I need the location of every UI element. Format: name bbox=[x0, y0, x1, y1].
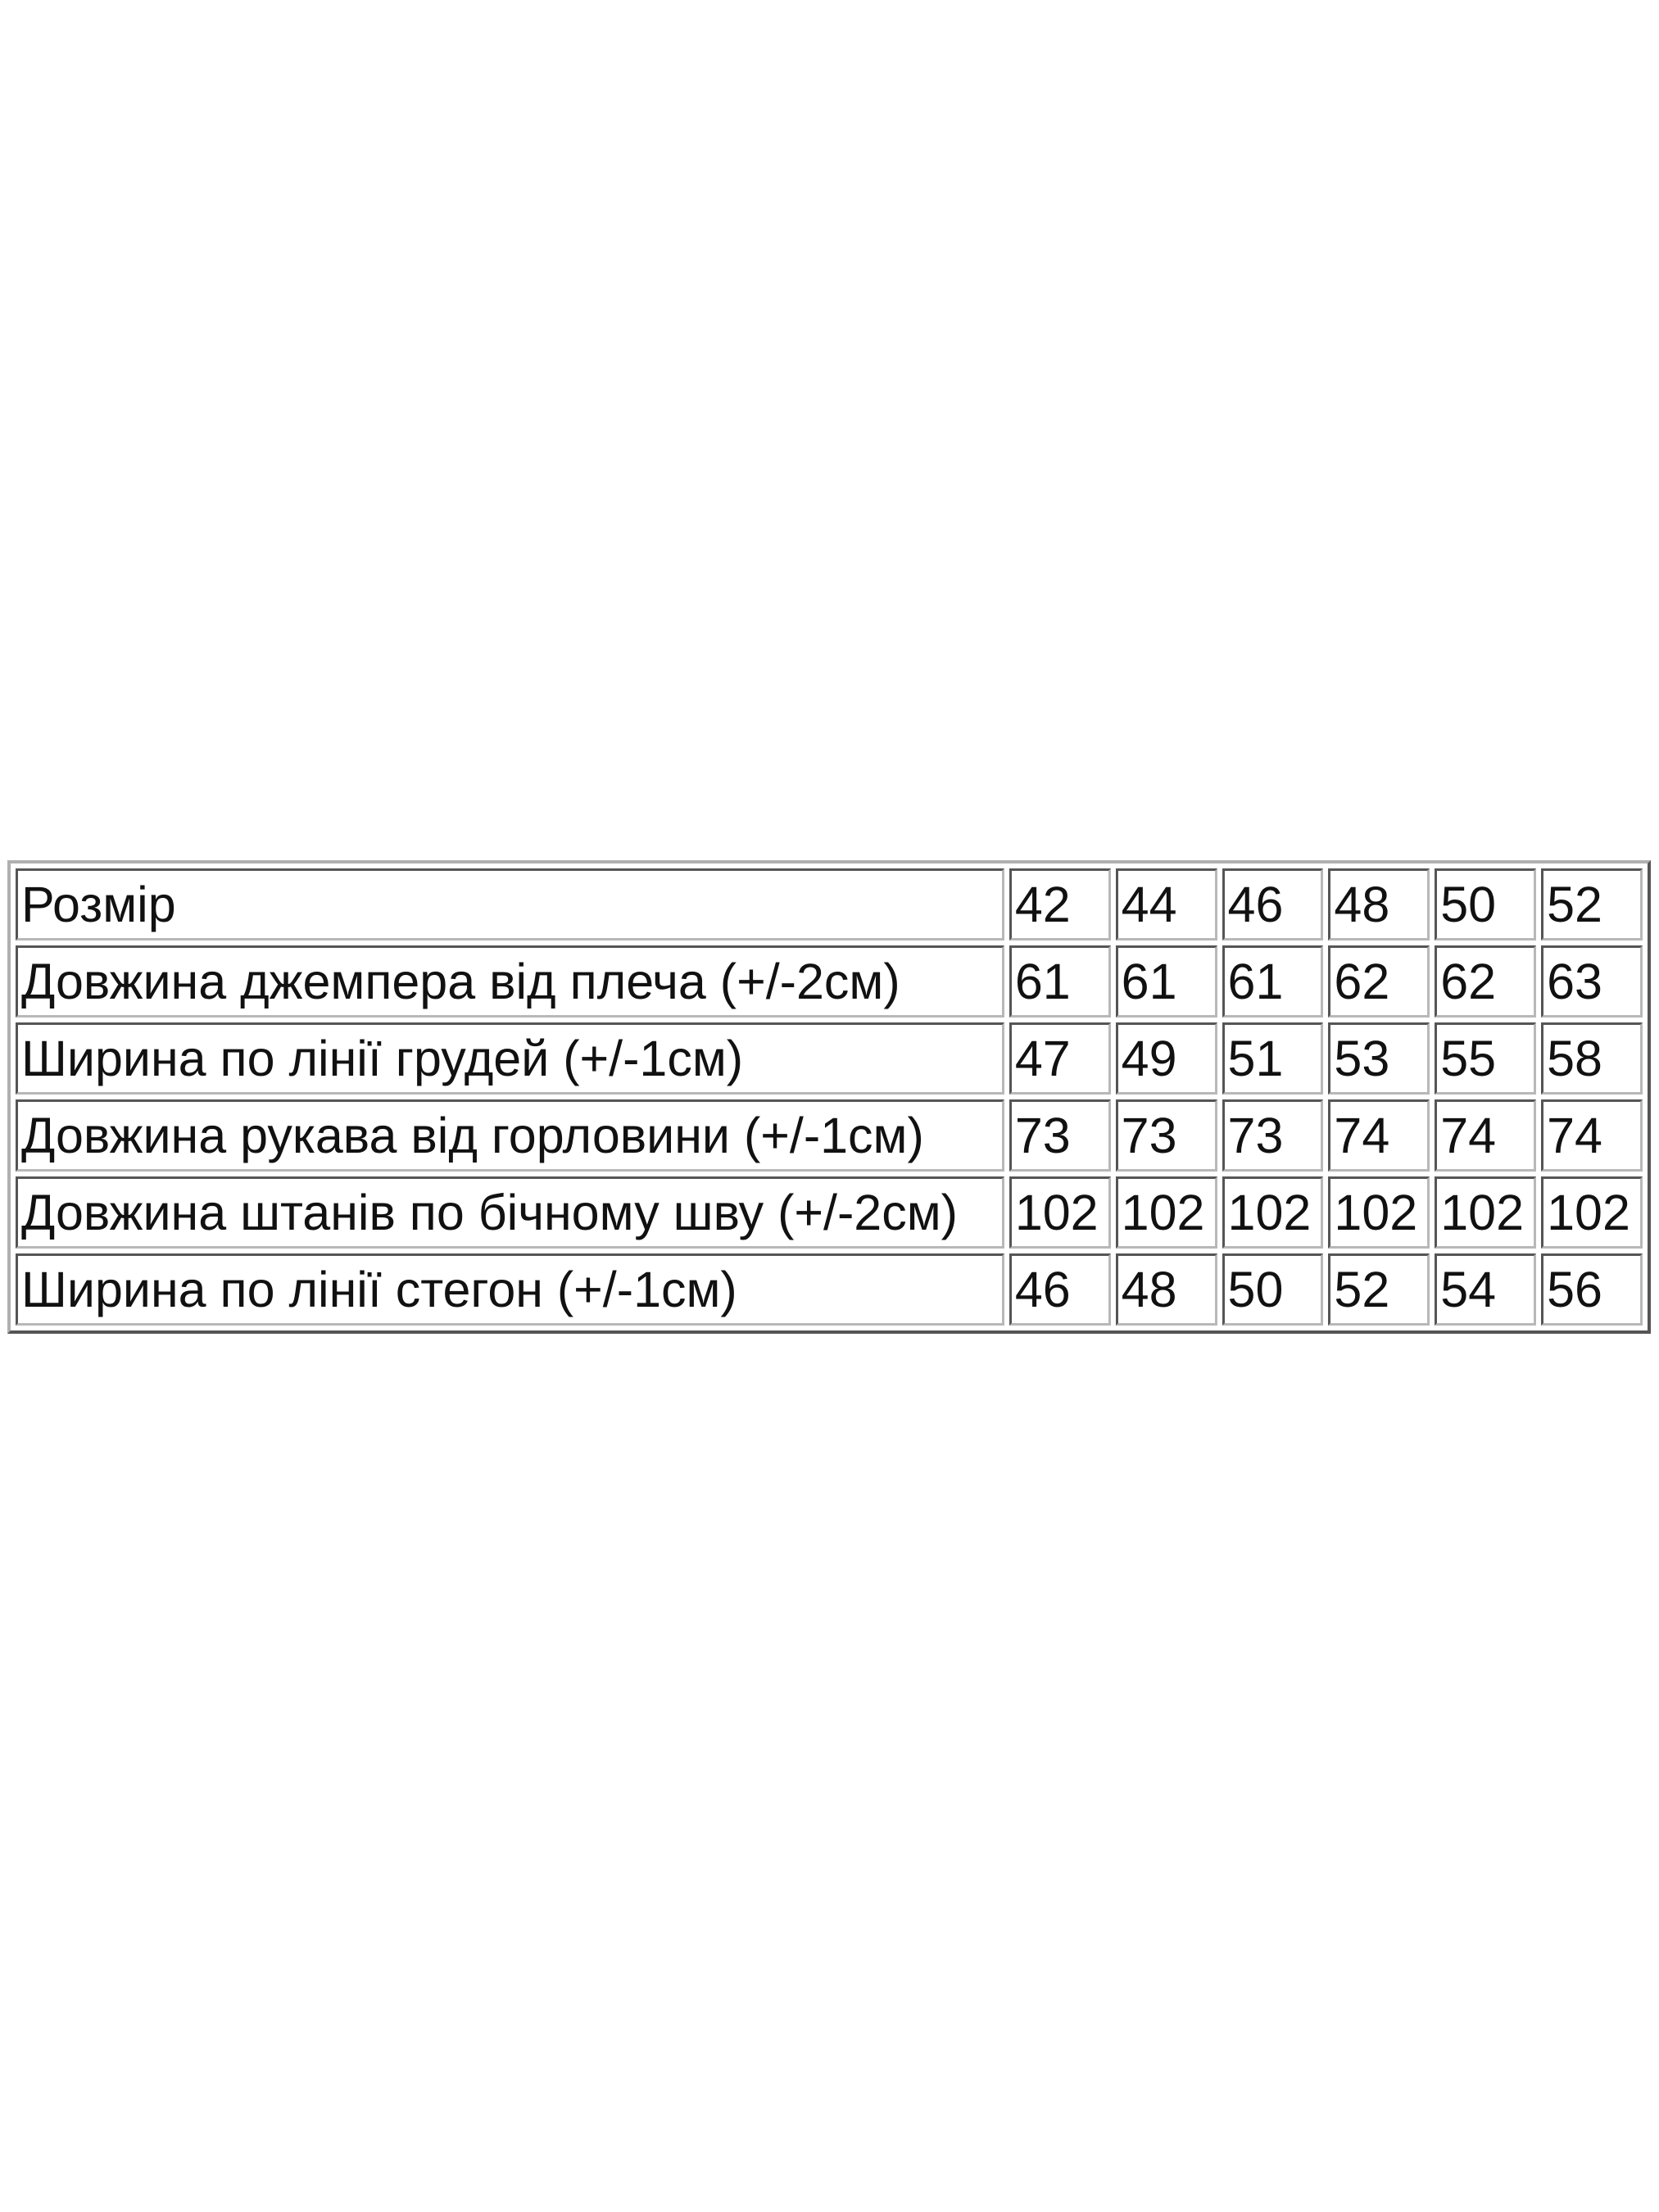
cell-value: 102 bbox=[1009, 1176, 1111, 1249]
table-row: Ширина по лінії стегон (+/-1см) 46 48 50 52 5… bbox=[16, 1253, 1643, 1326]
cell-value: 74 bbox=[1435, 1099, 1537, 1172]
header-row: Розмір 42 44 46 48 50 52 bbox=[16, 868, 1643, 941]
cell-value: 42 bbox=[1009, 868, 1111, 941]
cell-value: 102 bbox=[1541, 1176, 1643, 1249]
cell-value: 61 bbox=[1115, 945, 1217, 1018]
cell-value: 51 bbox=[1222, 1022, 1324, 1095]
table-row: Довжина штанів по бічному шву (+/-2см) 10… bbox=[16, 1176, 1643, 1249]
cell-value: 50 bbox=[1222, 1253, 1324, 1326]
cell-value: 102 bbox=[1435, 1176, 1537, 1249]
cell-value: 47 bbox=[1009, 1022, 1111, 1095]
cell-value: 46 bbox=[1009, 1253, 1111, 1326]
table-row: Ширина по лінії грудей (+/-1см) 47 49 51 53 5… bbox=[16, 1022, 1643, 1095]
cell-value: 54 bbox=[1435, 1253, 1537, 1326]
row-label: Ширина по лінії стегон (+/-1см) bbox=[16, 1253, 1004, 1326]
cell-value: 74 bbox=[1541, 1099, 1643, 1172]
cell-value: 50 bbox=[1435, 868, 1537, 941]
cell-value: 63 bbox=[1541, 945, 1643, 1018]
cell-value: 46 bbox=[1222, 868, 1324, 941]
cell-value: 62 bbox=[1435, 945, 1537, 1018]
table-row: Довжина рукава від горловини (+/-1см) 73 7… bbox=[16, 1099, 1643, 1172]
cell-value: 102 bbox=[1115, 1176, 1217, 1249]
cell-value: 52 bbox=[1328, 1253, 1430, 1326]
row-label: Розмір bbox=[16, 868, 1004, 941]
cell-value: 73 bbox=[1115, 1099, 1217, 1172]
cell-value: 102 bbox=[1328, 1176, 1430, 1249]
cell-value: 56 bbox=[1541, 1253, 1643, 1326]
cell-value: 73 bbox=[1222, 1099, 1324, 1172]
cell-value: 48 bbox=[1115, 1253, 1217, 1326]
cell-value: 58 bbox=[1541, 1022, 1643, 1095]
row-label: Довжина джемпера від плеча (+/-2см) bbox=[16, 945, 1004, 1018]
cell-value: 62 bbox=[1328, 945, 1430, 1018]
cell-value: 48 bbox=[1328, 868, 1430, 941]
cell-value: 49 bbox=[1115, 1022, 1217, 1095]
cell-value: 53 bbox=[1328, 1022, 1430, 1095]
cell-value: 73 bbox=[1009, 1099, 1111, 1172]
row-label: Довжина штанів по бічному шву (+/-2см) bbox=[16, 1176, 1004, 1249]
cell-value: 61 bbox=[1009, 945, 1111, 1018]
row-label: Довжина рукава від горловини (+/-1см) bbox=[16, 1099, 1004, 1172]
size-chart-table: Розмір 42 44 46 48 50 52 Довжина джемпера від п… bbox=[7, 860, 1651, 1334]
cell-value: 102 bbox=[1222, 1176, 1324, 1249]
cell-value: 44 bbox=[1115, 868, 1217, 941]
cell-value: 74 bbox=[1328, 1099, 1430, 1172]
row-label: Ширина по лінії грудей (+/-1см) bbox=[16, 1022, 1004, 1095]
cell-value: 61 bbox=[1222, 945, 1324, 1018]
table-row: Довжина джемпера від плеча (+/-2см) 61 61 6… bbox=[16, 945, 1643, 1018]
cell-value: 52 bbox=[1541, 868, 1643, 941]
cell-value: 55 bbox=[1435, 1022, 1537, 1095]
